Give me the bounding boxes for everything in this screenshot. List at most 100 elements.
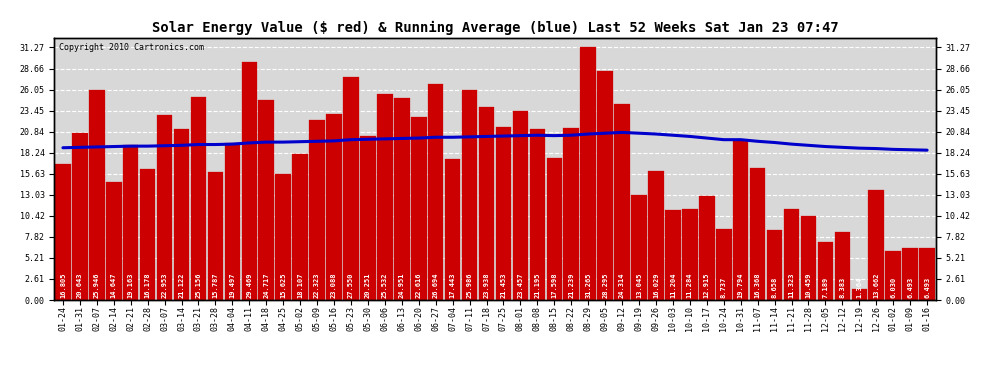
Text: 21.195: 21.195 bbox=[535, 272, 541, 298]
Text: 8.737: 8.737 bbox=[721, 276, 727, 298]
Bar bbox=[699, 196, 715, 300]
Text: 11.323: 11.323 bbox=[788, 272, 795, 298]
Text: 23.457: 23.457 bbox=[518, 272, 524, 298]
Bar bbox=[377, 94, 393, 300]
Text: 16.029: 16.029 bbox=[653, 272, 659, 298]
Text: 15.787: 15.787 bbox=[213, 272, 219, 298]
Bar bbox=[835, 232, 850, 300]
Bar bbox=[360, 136, 376, 300]
Text: 8.658: 8.658 bbox=[771, 276, 777, 298]
Bar bbox=[868, 190, 884, 300]
Bar bbox=[902, 248, 918, 300]
Text: 19.794: 19.794 bbox=[738, 272, 743, 298]
Text: 23.088: 23.088 bbox=[331, 272, 337, 298]
Text: 22.953: 22.953 bbox=[161, 272, 167, 298]
Text: 6.493: 6.493 bbox=[907, 276, 913, 298]
Text: 25.986: 25.986 bbox=[466, 272, 472, 298]
Text: 24.717: 24.717 bbox=[263, 272, 269, 298]
Bar bbox=[920, 248, 935, 300]
Bar bbox=[411, 117, 427, 300]
Bar bbox=[818, 242, 834, 300]
Text: 16.805: 16.805 bbox=[60, 272, 66, 298]
Bar bbox=[614, 104, 630, 300]
Bar bbox=[72, 133, 88, 300]
Text: 21.239: 21.239 bbox=[568, 272, 574, 298]
Bar bbox=[716, 230, 732, 300]
Bar bbox=[580, 48, 596, 300]
Text: 24.314: 24.314 bbox=[619, 272, 625, 298]
Text: 24.951: 24.951 bbox=[399, 272, 405, 298]
Bar bbox=[665, 210, 681, 300]
Bar bbox=[749, 168, 765, 300]
Bar bbox=[885, 251, 901, 300]
Text: 19.163: 19.163 bbox=[128, 272, 134, 298]
Bar bbox=[546, 158, 562, 300]
Text: 16.178: 16.178 bbox=[145, 272, 150, 298]
Bar bbox=[851, 289, 867, 300]
Bar bbox=[55, 164, 70, 300]
Bar bbox=[140, 170, 155, 300]
Text: Copyright 2010 Cartronics.com: Copyright 2010 Cartronics.com bbox=[58, 43, 204, 52]
Bar bbox=[309, 120, 325, 300]
Bar bbox=[208, 172, 223, 300]
Bar bbox=[191, 97, 206, 300]
Bar bbox=[767, 230, 782, 300]
Text: 11.284: 11.284 bbox=[687, 272, 693, 298]
Text: 14.647: 14.647 bbox=[111, 272, 117, 298]
Bar bbox=[445, 159, 460, 300]
Text: 28.295: 28.295 bbox=[602, 272, 608, 298]
Bar bbox=[275, 174, 291, 300]
Bar bbox=[784, 209, 799, 300]
Bar bbox=[682, 209, 698, 300]
Bar bbox=[156, 115, 172, 300]
Text: 21.453: 21.453 bbox=[501, 272, 507, 298]
Text: 22.323: 22.323 bbox=[314, 272, 320, 298]
Bar bbox=[123, 145, 139, 300]
Text: 8.383: 8.383 bbox=[840, 276, 845, 298]
Text: 20.251: 20.251 bbox=[365, 272, 371, 298]
Text: 12.915: 12.915 bbox=[704, 272, 710, 298]
Bar bbox=[173, 129, 189, 300]
Text: 25.532: 25.532 bbox=[382, 272, 388, 298]
Text: 15.625: 15.625 bbox=[280, 272, 286, 298]
Bar bbox=[292, 154, 308, 300]
Text: 18.107: 18.107 bbox=[297, 272, 303, 298]
Bar bbox=[327, 114, 342, 300]
Bar bbox=[513, 111, 529, 300]
Text: 25.156: 25.156 bbox=[195, 272, 202, 298]
Bar bbox=[632, 195, 646, 300]
Bar bbox=[733, 140, 748, 300]
Bar bbox=[258, 100, 274, 300]
Text: 29.469: 29.469 bbox=[247, 272, 252, 298]
Bar bbox=[344, 78, 358, 300]
Text: 1.364: 1.364 bbox=[856, 276, 862, 298]
Bar bbox=[801, 216, 817, 300]
Bar bbox=[496, 127, 511, 300]
Text: 16.368: 16.368 bbox=[754, 272, 760, 298]
Bar bbox=[597, 72, 613, 300]
Text: 25.946: 25.946 bbox=[94, 272, 100, 298]
Text: 27.550: 27.550 bbox=[347, 272, 354, 298]
Text: 10.459: 10.459 bbox=[806, 272, 812, 298]
Text: 17.598: 17.598 bbox=[551, 272, 557, 298]
Text: 6.493: 6.493 bbox=[924, 276, 930, 298]
Text: 21.122: 21.122 bbox=[178, 272, 184, 298]
Bar bbox=[242, 62, 257, 300]
Text: 11.204: 11.204 bbox=[670, 272, 676, 298]
Text: 17.443: 17.443 bbox=[449, 272, 455, 298]
Text: 19.497: 19.497 bbox=[230, 272, 236, 298]
Text: 26.694: 26.694 bbox=[433, 272, 439, 298]
Text: 23.938: 23.938 bbox=[483, 272, 489, 298]
Bar bbox=[530, 129, 545, 300]
Bar bbox=[648, 171, 663, 300]
Text: 22.616: 22.616 bbox=[416, 272, 422, 298]
Text: 6.030: 6.030 bbox=[890, 276, 896, 298]
Bar bbox=[225, 142, 241, 300]
Bar bbox=[89, 90, 105, 300]
Bar bbox=[106, 182, 122, 300]
Bar bbox=[394, 99, 410, 300]
Bar bbox=[563, 129, 579, 300]
Text: 13.662: 13.662 bbox=[873, 272, 879, 298]
Title: Solar Energy Value ($ red) & Running Average (blue) Last 52 Weeks Sat Jan 23 07:: Solar Energy Value ($ red) & Running Ave… bbox=[151, 21, 839, 35]
Text: 7.189: 7.189 bbox=[823, 276, 829, 298]
